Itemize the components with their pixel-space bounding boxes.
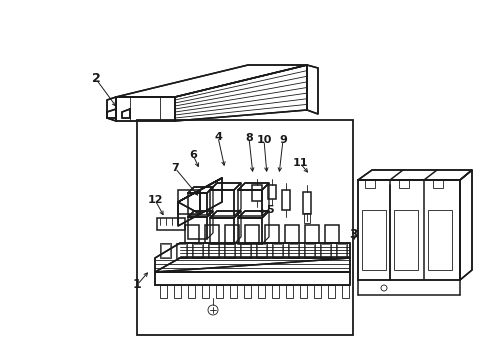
Text: 7: 7 <box>171 163 179 173</box>
Bar <box>251 185 262 201</box>
Bar <box>208 244 218 257</box>
Bar <box>187 217 206 239</box>
Text: 9: 9 <box>279 135 286 145</box>
Bar <box>177 244 185 257</box>
Bar <box>264 225 279 243</box>
Bar <box>209 218 234 244</box>
Bar <box>427 210 451 270</box>
Bar <box>176 243 186 258</box>
Bar <box>325 225 338 243</box>
Bar <box>271 285 279 298</box>
Bar <box>305 225 318 243</box>
Bar <box>240 243 250 258</box>
Text: 10: 10 <box>256 135 271 145</box>
Text: 6: 6 <box>189 150 197 160</box>
Bar <box>238 218 262 244</box>
Bar <box>238 190 262 216</box>
Bar <box>271 243 283 258</box>
Bar <box>285 225 298 243</box>
Bar <box>336 244 346 257</box>
Text: 8: 8 <box>244 133 252 143</box>
Bar <box>202 285 208 298</box>
Bar <box>398 180 408 188</box>
Bar <box>361 210 385 270</box>
Bar <box>285 285 292 298</box>
Bar <box>192 243 203 258</box>
Bar <box>187 193 206 215</box>
Bar <box>299 285 306 298</box>
Bar <box>178 190 200 214</box>
Bar <box>282 190 289 210</box>
Bar <box>335 243 346 258</box>
Bar <box>304 213 309 223</box>
Bar <box>137 120 352 335</box>
Bar <box>224 225 239 243</box>
Bar <box>224 244 234 257</box>
Bar <box>303 192 310 214</box>
Bar <box>327 285 334 298</box>
Bar <box>272 244 282 257</box>
Bar <box>160 243 171 258</box>
Bar <box>287 243 298 258</box>
Text: 11: 11 <box>292 158 307 168</box>
Bar <box>341 285 348 298</box>
Text: 1: 1 <box>132 279 141 292</box>
Bar <box>256 243 266 258</box>
Bar <box>187 285 195 298</box>
Text: 12: 12 <box>147 195 163 205</box>
Bar <box>216 285 223 298</box>
Bar <box>229 285 237 298</box>
Text: 5: 5 <box>265 205 273 215</box>
Bar <box>209 190 234 216</box>
Bar <box>244 285 250 298</box>
Bar <box>204 225 219 243</box>
Bar <box>319 243 330 258</box>
Bar <box>224 243 235 258</box>
Bar <box>364 180 374 188</box>
Bar <box>432 180 442 188</box>
Text: 4: 4 <box>214 132 222 142</box>
Bar <box>288 244 297 257</box>
Bar <box>304 243 314 258</box>
Bar <box>161 244 170 257</box>
Bar <box>313 285 320 298</box>
Bar <box>174 285 181 298</box>
Bar <box>244 225 259 243</box>
Text: 3: 3 <box>348 229 357 242</box>
Bar <box>257 244 265 257</box>
Bar <box>393 210 417 270</box>
Bar <box>157 218 184 230</box>
Bar <box>305 244 313 257</box>
Bar <box>184 225 199 243</box>
Bar <box>160 285 167 298</box>
Bar <box>320 244 329 257</box>
Bar <box>267 185 275 199</box>
Bar <box>193 244 202 257</box>
Bar <box>241 244 249 257</box>
Bar <box>207 243 219 258</box>
Bar <box>258 285 264 298</box>
Text: 2: 2 <box>91 72 100 85</box>
